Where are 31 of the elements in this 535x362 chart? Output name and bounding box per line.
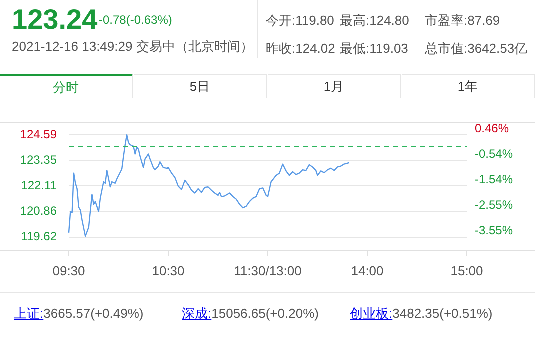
text: 1月 <box>268 74 401 98</box>
text: 上证:3665.57(+0.49%) <box>14 305 144 323</box>
text: 总市值:3642.53亿 <box>425 40 528 58</box>
text: 创业板:3482.35(+0.51%) <box>350 305 493 323</box>
x-tick-label: 11:30/13:00 <box>234 263 302 278</box>
y2-tick-label: -1.54% <box>475 172 514 186</box>
y-tick-label: 122.11 <box>21 178 58 192</box>
text: 5日 <box>134 74 267 98</box>
text: 最高:124.80 <box>340 12 410 30</box>
text: 市盈率:87.69 <box>425 12 500 30</box>
x-tick-label: 09:30 <box>52 263 86 278</box>
chart-title: 123.24 <box>12 4 98 36</box>
text: 分时 <box>0 74 133 98</box>
y-tick-label: 123.35 <box>20 152 58 167</box>
x-tick-label: 14:00 <box>351 263 384 278</box>
text: 昨收:124.02 <box>266 40 336 58</box>
text: 最低:119.03 <box>340 40 408 58</box>
y2-tick-label: -0.54% <box>475 146 514 161</box>
x-tick-label: 15:00 <box>450 263 484 278</box>
chart-subtitle: -0.78(-0.63%) <box>99 13 172 27</box>
text: 今开:119.80 <box>266 12 334 30</box>
x-tick-label: 10:30 <box>152 263 185 278</box>
text: 2021-12-16 13:49:29 交易中（北京时间） <box>12 38 254 56</box>
y-tick-label: 119.62 <box>21 230 58 244</box>
y2-tick-label: 0.46% <box>475 121 510 136</box>
text: 1年 <box>402 74 535 98</box>
y2-tick-label: -3.55% <box>475 224 514 238</box>
y2-tick-label: -2.55% <box>475 198 514 212</box>
text: 深成:15056.65(+0.20%) <box>182 305 319 323</box>
y-tick-label: 124.59 <box>20 127 58 142</box>
y-tick-label: 120.86 <box>20 204 58 218</box>
